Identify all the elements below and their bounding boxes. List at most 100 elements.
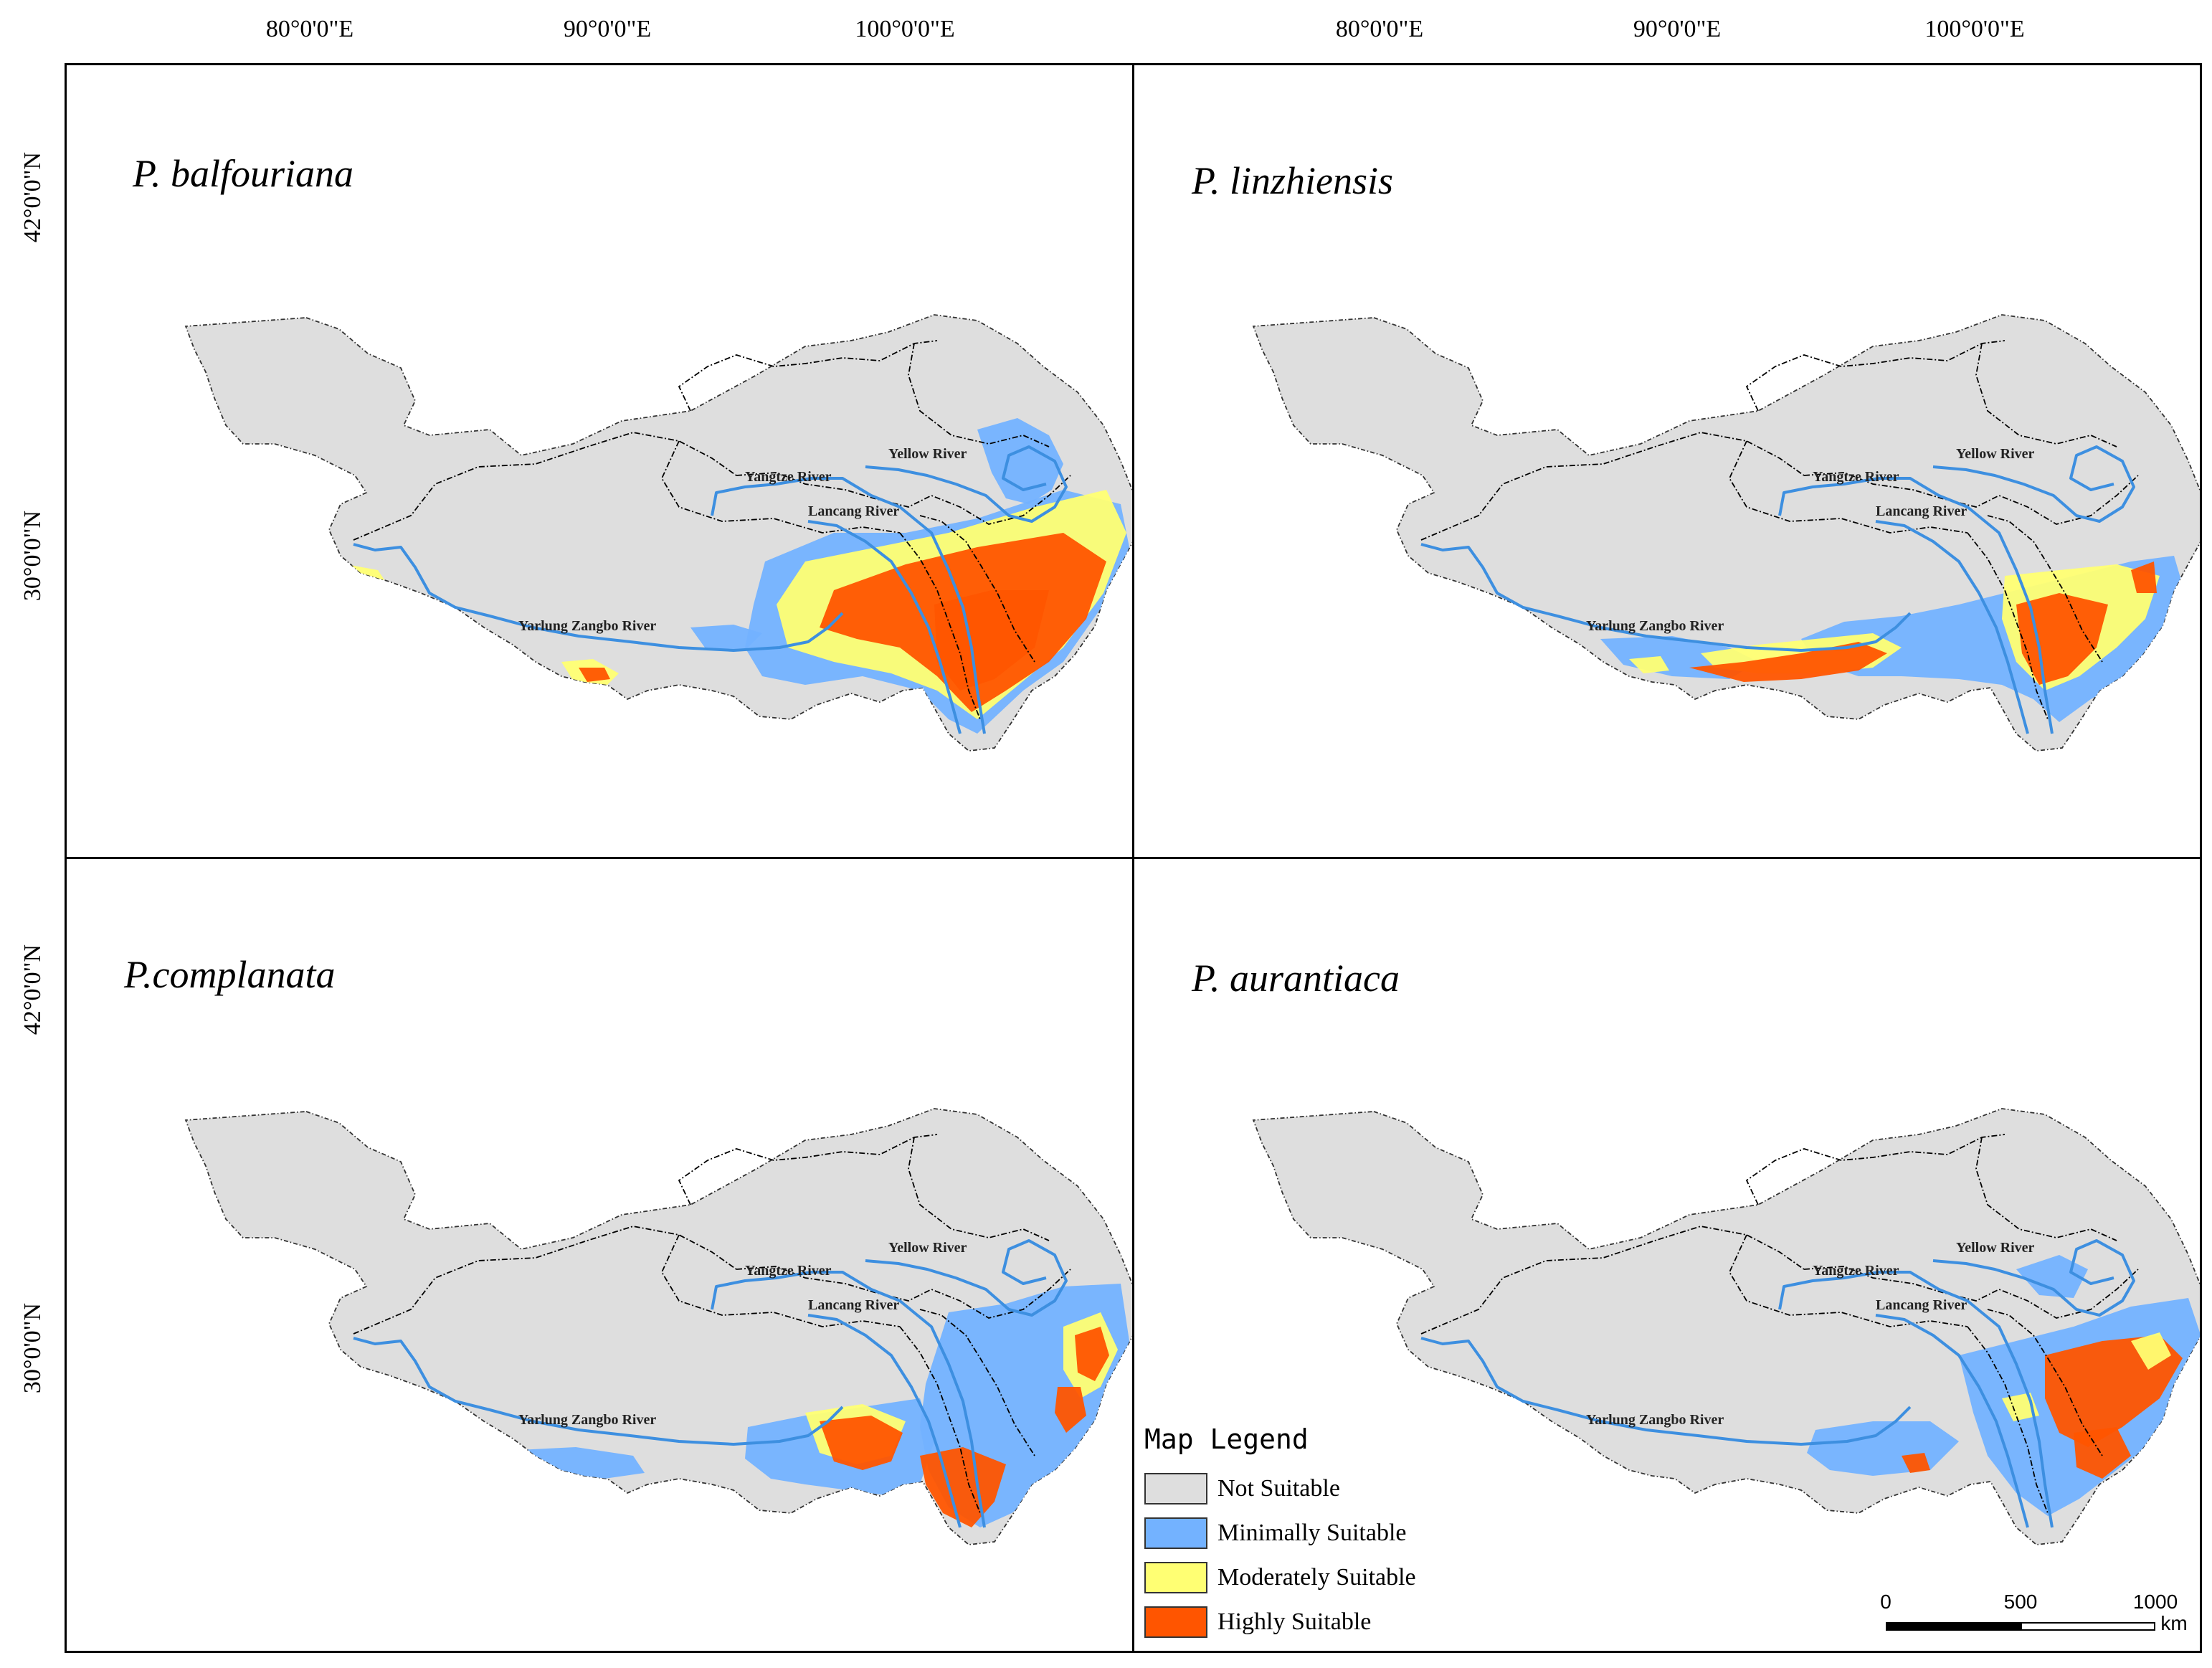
river-yellow [865,445,1068,523]
map-content: Yangtze River Yellow River Lancang River Ya… [1252,314,2200,752]
lat-label-42-top: 42°0'0"N [19,151,46,243]
map-content: Yangtze River Yellow River Lancang River Ya… [1252,1108,2200,1545]
river-label-lancang: Lancang River [1876,503,1967,519]
legend-label: Moderately Suitable [1217,1564,1416,1591]
map-panel-balfouriana: Yangtze River Yellow River Lancang River Ya… [65,63,1134,859]
legend-swatch [1144,1517,1207,1549]
lon-label-80-right: 80°0'0"E [1335,16,1424,42]
habitat-orange-area [1689,642,1887,682]
legend-title: Map Legend [1144,1423,1309,1455]
legend-label: Not Suitable [1217,1475,1340,1502]
river-yarlung [1420,543,1912,652]
river-yarlung [353,1337,844,1446]
lat-label-30-bottom: 30°0'0"N [19,1302,46,1394]
habitat-yellow-area [1629,656,1669,673]
species-label: P. aurantiaca [1192,957,1400,1000]
province-boundary [919,515,1035,663]
habitat-orange-area [2016,593,2108,685]
plateau-map: Yangtze River Yellow River Lancang River Ya… [184,1108,1132,1545]
province-boundary [1987,515,2103,663]
province-boundary [353,432,737,541]
river-label-yellow: Yellow River [888,1240,967,1256]
province-boundary [1728,1234,1968,1327]
map-panel-complanata: Yangtze River Yellow River Lancang River Ya… [65,857,1134,1653]
province-boundary [678,340,938,412]
plateau-map: Yangtze River Yellow River Lancang River Ya… [1252,314,2200,752]
plateau-outline [1252,1108,2200,1545]
habitat-blue-area [690,625,762,650]
legend-item-highly-suitable: Highly Suitable [1144,1606,1371,1639]
scale-tick-1000: 1000 [2132,1591,2178,1613]
river-yellow [1932,445,2135,523]
habitat-blue-area [2016,1255,2088,1298]
river-yellow [865,1239,1068,1317]
province-boundary [353,1226,737,1335]
river-label-yangtze: Yangtze River [745,1263,832,1279]
scale-segment-empty [2021,1622,2155,1631]
province-boundary [1967,532,2049,720]
habitat-layer [518,1284,1129,1527]
legend-swatch [1144,1473,1207,1504]
legend-item-moderately-suitable: Moderately Suitable [1144,1561,1416,1594]
river-lancang [1875,1314,2029,1528]
habitat-orange-area [820,1416,903,1470]
province-boundary [919,1309,1035,1456]
river-label-yarlung: Yarlung Zangbo River [518,1412,656,1428]
river-label-yangtze: Yangtze River [1813,1263,1899,1279]
river-yarlung [353,543,844,652]
plateau-map: Yangtze River Yellow River Lancang River Ya… [1252,1108,2200,1545]
river-label-yellow: Yellow River [888,446,967,462]
map-content: Yangtze River Yellow River Lancang River Ya… [184,314,1132,752]
lon-label-100-right: 100°0'0"E [1924,16,2025,42]
lon-label-80-left: 80°0'0"E [265,16,354,42]
river-label-yarlung: Yarlung Zangbo River [1586,1412,1724,1428]
province-boundary [1803,1266,2139,1319]
species-label: P. linzhiensis [1192,159,1394,202]
river-label-yellow: Yellow River [1956,446,2035,462]
habitat-orange-area [920,1447,1006,1527]
map-panel-aurantiaca: Yangtze River Yellow River Lancang River Ya… [1132,857,2202,1653]
legend-swatch [1144,1606,1207,1638]
map-content: Yangtze River Yellow River Lancang River Ya… [184,1108,1132,1545]
legend-item-not-suitable: Not Suitable [1144,1472,1340,1505]
habitat-blue-area [977,418,1063,504]
lat-label-42-bottom: 42°0'0"N [19,944,46,1036]
province-boundary [908,343,1050,447]
legend-swatch [1144,1562,1207,1593]
habitat-orange-area [579,668,610,682]
river-label-lancang: Lancang River [1876,1297,1967,1313]
province-boundary [1803,472,2139,525]
river-label-yarlung: Yarlung Zangbo River [518,618,656,634]
river-lancang [807,1314,962,1528]
legend-label: Minimally Suitable [1217,1520,1407,1546]
lon-label-90-left: 90°0'0"E [563,16,652,42]
province-boundary [660,1234,901,1327]
scale-segment-filled [1886,1622,2021,1631]
province-boundary [736,1266,1071,1319]
legend-label: Highly Suitable [1217,1608,1372,1635]
province-boundary [1975,1137,2117,1241]
province-boundary [1967,1326,2049,1514]
habitat-layer [1807,1255,2200,1516]
river-yellow [1932,1239,2135,1317]
river-lancang [807,520,962,734]
scale-tick-500: 500 [2003,1591,2038,1613]
river-yangtze [1778,477,2054,734]
province-boundary [1420,1226,1805,1335]
river-label-yangtze: Yangtze River [1813,469,1899,485]
province-boundary [1745,340,2005,412]
river-yangtze [711,477,986,734]
species-label: P. balfouriana [133,152,354,195]
scale-bar: 0 500 1000 km [1879,1591,2194,1648]
river-label-yellow: Yellow River [1956,1240,2035,1256]
river-label-yangtze: Yangtze River [745,469,832,485]
river-yangtze [711,1271,986,1528]
province-boundary [1728,440,1968,534]
province-boundary [1420,432,1805,541]
lat-label-30-top: 30°0'0"N [19,510,46,602]
habitat-yellow-area [2131,1332,2171,1370]
legend-item-minimally-suitable: Minimally Suitable [1144,1517,1406,1550]
river-yarlung [1420,1337,1912,1446]
river-label-lancang: Lancang River [808,1297,899,1313]
river-yangtze [1778,1271,2054,1528]
